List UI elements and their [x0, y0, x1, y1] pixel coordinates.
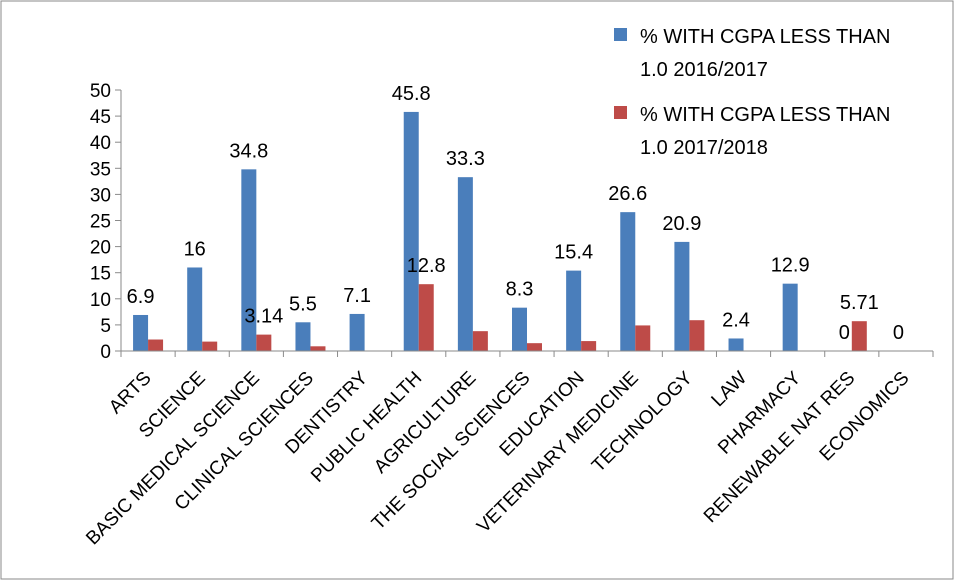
data-label-2016-2017: 2.4 — [722, 309, 750, 331]
data-label-2016-2017: 34.8 — [229, 140, 268, 162]
bar-2016-2017 — [674, 241, 690, 351]
bar-2016-2017 — [187, 267, 203, 351]
bar-2017-2018 — [472, 331, 488, 351]
bar-2017-2018 — [148, 339, 164, 351]
data-label-2016-2017: 33.3 — [446, 148, 485, 170]
y-tick-label: 20 — [90, 238, 111, 259]
bar-2016-2017 — [512, 307, 527, 351]
data-label-2016-2017: 15.4 — [554, 242, 593, 264]
legend-swatch — [614, 106, 627, 119]
bar-2016-2017 — [403, 111, 419, 351]
bar-2017-2018 — [581, 341, 597, 351]
legend: % WITH CGPA LESS THAN 1.0 2016/2017 % WITH… — [614, 26, 890, 159]
data-label-2016-2017: 0 — [839, 322, 850, 344]
bar-2017-2018 — [202, 341, 218, 351]
data-label-2016-2017: 6.9 — [127, 286, 155, 308]
bar-2016-2017 — [241, 169, 257, 351]
bar-2016-2017 — [133, 314, 149, 351]
y-axis: 0 5 10 15 20 25 30 35 40 45 50 — [90, 81, 122, 363]
data-label-2016-2017: 45.8 — [392, 83, 431, 105]
bar-2017-2018 — [256, 334, 272, 351]
data-label-2016-2017: 0 — [893, 322, 904, 344]
data-labels: 6.9 16 34.8 3.14 5.5 7.1 45.8 12.8 33.3 8.3 15.4 26… — [127, 83, 904, 344]
data-label-2016-2017: 5.5 — [289, 293, 317, 315]
legend-swatch — [614, 28, 627, 41]
y-tick-label: 25 — [90, 212, 111, 233]
data-label-2016-2017: 8.3 — [506, 279, 534, 301]
data-label-2016-2017: 20.9 — [662, 213, 701, 235]
y-tick-label: 10 — [90, 290, 111, 311]
bar-2017-2018 — [635, 325, 651, 351]
y-tick-label: 0 — [100, 342, 111, 363]
bars — [133, 111, 867, 351]
data-label-2016-2017: 7.1 — [343, 285, 371, 307]
legend-label: 1.0 2017/2018 — [640, 137, 768, 159]
legend-label: 1.0 2016/2017 — [640, 59, 768, 81]
bar-2016-2017 — [349, 313, 365, 351]
y-tick-label: 15 — [90, 264, 111, 285]
y-tick-label: 40 — [90, 133, 111, 154]
bar-2017-2018 — [310, 346, 326, 351]
legend-label: % WITH CGPA LESS THAN — [640, 104, 890, 126]
data-label-2017-2018: 5.71 — [840, 292, 879, 314]
data-label-2016-2017: 26.6 — [608, 183, 647, 205]
bar-2017-2018 — [527, 343, 542, 351]
y-tick-label: 45 — [90, 107, 111, 128]
data-label-2017-2018: 12.8 — [407, 255, 446, 277]
data-label-2016-2017: 16 — [184, 238, 206, 260]
y-tick-label: 5 — [100, 316, 111, 337]
y-tick-label: 30 — [90, 185, 111, 206]
bar-2016-2017 — [457, 177, 473, 351]
bar-2016-2017 — [728, 338, 744, 351]
bar-2016-2017 — [782, 283, 798, 351]
y-tick-label: 50 — [90, 81, 111, 102]
bar-2017-2018 — [689, 320, 705, 351]
data-label-2016-2017: 12.9 — [771, 255, 810, 277]
bar-2017-2018 — [851, 321, 867, 351]
bar-2016-2017 — [295, 322, 311, 351]
legend-label: % WITH CGPA LESS THAN — [640, 26, 890, 48]
bar-2016-2017 — [566, 270, 582, 351]
data-label-2017-2018: 3.14 — [244, 306, 283, 328]
bar-2017-2018 — [418, 284, 434, 351]
bar-2016-2017 — [620, 212, 636, 351]
y-tick-label: 35 — [90, 159, 111, 180]
